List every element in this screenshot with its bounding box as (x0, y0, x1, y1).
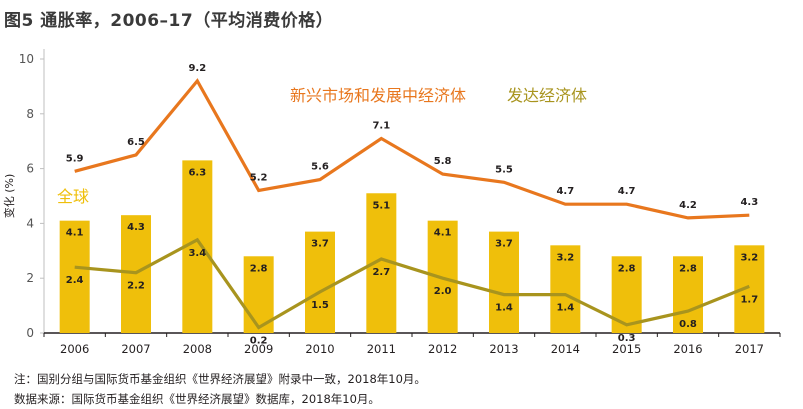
y-tick-label: 8 (26, 107, 34, 121)
line-advanced-value-label: 1.4 (556, 303, 574, 314)
bar-world (59, 220, 90, 333)
bar-value-label: 3.2 (740, 252, 758, 263)
line-emerging-value-label: 6.5 (127, 137, 145, 148)
line-advanced-value-label: 3.4 (188, 248, 206, 259)
bar-value-label: 4.1 (434, 228, 452, 239)
line-advanced-value-label: 0.8 (679, 319, 697, 330)
line-advanced-value-label: 1.7 (740, 294, 758, 305)
bar-world (673, 256, 703, 333)
line-advanced-value-label: 0.2 (250, 336, 268, 347)
legend-world: 全球 (57, 187, 89, 206)
x-tick-label: 2014 (551, 342, 580, 356)
line-emerging-value-label: 4.7 (618, 186, 636, 197)
y-tick-label: 2 (26, 271, 34, 285)
line-advanced-value-label: 0.3 (618, 333, 636, 344)
x-tick-label: 2016 (673, 342, 702, 356)
bar-value-label: 3.2 (556, 252, 574, 263)
x-tick-label: 2010 (305, 342, 334, 356)
axis-layer: 0 2 4 6 8 10 变化 (%) 2006 2007 2008 2009 2010 2011 201… (2, 49, 781, 356)
line-advanced-value-label: 2.7 (372, 267, 390, 278)
y-axis-title: 变化 (%) (2, 174, 16, 219)
line-emerging-value-label: 5.2 (250, 173, 268, 184)
chart-title: 图5 通胀率，2006–17（平均消费价格） (4, 11, 334, 31)
line-advanced-value-label: 2.4 (66, 275, 84, 286)
line-emerging-value-label: 7.1 (372, 120, 390, 131)
line-advanced-value-label: 2.0 (434, 286, 452, 297)
bar-world (550, 245, 581, 333)
legend-advanced: 发达经济体 (507, 86, 587, 105)
bar-world (489, 231, 519, 333)
x-tick-label: 2006 (60, 342, 89, 356)
label-layer: 4.1 4.3 6.3 2.8 3.7 5.1 4.1 3.7 3.2 2.8 2.8 3.2 5.9 6… (66, 63, 758, 347)
bar-value-label: 3.7 (311, 239, 329, 250)
bar-world (305, 231, 335, 333)
x-tick-label: 2007 (121, 342, 150, 356)
y-tick-label: 0 (26, 326, 34, 340)
footnotes: 注：国别分组与国际货币基金组织《世界经济展望》附录中一致，2018年10月。 数… (14, 369, 426, 409)
x-tick-label: 2013 (489, 342, 518, 356)
line-advanced-value-label: 1.4 (495, 303, 513, 314)
line-advanced (74, 237, 750, 330)
bar-value-label: 6.3 (188, 167, 206, 178)
line-emerging-value-label: 5.9 (66, 153, 84, 164)
x-tick-label: 2012 (428, 342, 457, 356)
line-emerging-value-label: 4.7 (556, 186, 574, 197)
y-tick-label: 6 (26, 162, 34, 176)
line-emerging-value-label: 5.6 (311, 162, 329, 173)
x-tick-label: 2017 (735, 342, 764, 356)
bar-value-label: 2.8 (250, 263, 268, 274)
x-tick-label: 2011 (367, 342, 396, 356)
line-advanced-value-label: 1.5 (311, 300, 329, 311)
line-emerging (74, 78, 750, 220)
line-emerging-value-label: 4.3 (740, 197, 758, 208)
footnote-note: 注：国别分组与国际货币基金组织《世界经济展望》附录中一致，2018年10月。 (14, 372, 426, 386)
bar-value-label: 2.8 (618, 263, 636, 274)
legend-emerging: 新兴市场和发展中经济体 (290, 86, 466, 105)
line-emerging-value-label: 5.8 (434, 156, 452, 167)
y-tick-label: 4 (26, 216, 34, 230)
line-advanced-value-label: 2.2 (127, 281, 145, 292)
bar-layer (59, 160, 765, 333)
x-tick-label: 2015 (612, 342, 641, 356)
bar-value-label: 5.1 (372, 200, 390, 211)
x-tick-label: 2009 (244, 342, 273, 356)
bar-value-label: 4.1 (66, 228, 84, 239)
bar-value-label: 2.8 (679, 263, 697, 274)
bar-value-label: 3.7 (495, 239, 513, 250)
line-layer (74, 78, 750, 330)
footnote-source: 数据来源：国际货币基金组织《世界经济展望》数据库，2018年10月。 (14, 392, 380, 406)
x-tick-label: 2008 (183, 342, 212, 356)
line-emerging-value-label: 9.2 (188, 63, 206, 74)
line-emerging-value-label: 5.5 (495, 164, 513, 175)
line-emerging-value-label: 4.2 (679, 200, 697, 211)
y-tick-label: 10 (19, 52, 34, 66)
bar-value-label: 4.3 (127, 222, 145, 233)
